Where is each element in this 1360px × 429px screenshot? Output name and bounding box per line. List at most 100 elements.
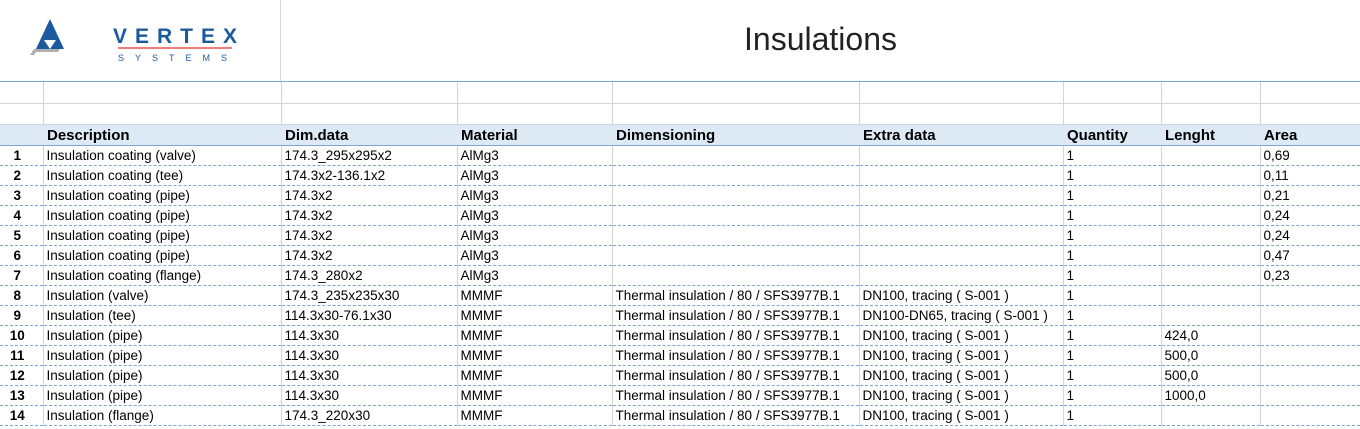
cell-dim-data[interactable]: 174.3_295x295x2: [281, 145, 458, 166]
cell-length[interactable]: [1161, 225, 1261, 246]
cell-description[interactable]: Insulation coating (pipe): [43, 185, 282, 206]
cell-dimensioning[interactable]: Thermal insulation / 80 / SFS3977B.1: [612, 405, 860, 426]
cell-extra-data[interactable]: [859, 265, 1064, 286]
cell-quantity[interactable]: 1: [1063, 365, 1162, 386]
empty-cell[interactable]: [1260, 82, 1360, 104]
cell-dim-data[interactable]: 114.3x30: [281, 345, 458, 366]
cell-dim-data[interactable]: 174.3_280x2: [281, 265, 458, 286]
cell-material[interactable]: AlMg3: [457, 185, 613, 206]
cell-extra-data[interactable]: [859, 245, 1064, 266]
cell-dim-data[interactable]: 174.3x2: [281, 245, 458, 266]
cell-extra-data[interactable]: [859, 185, 1064, 206]
empty-cell[interactable]: [43, 103, 282, 125]
cell-dim-data[interactable]: 174.3_220x30: [281, 405, 458, 426]
cell-row-number[interactable]: 10: [0, 325, 44, 346]
cell-row-number[interactable]: 14: [0, 405, 44, 426]
empty-cell[interactable]: [1063, 82, 1162, 104]
cell-dim-data[interactable]: 114.3x30: [281, 385, 458, 406]
cell-material[interactable]: MMMF: [457, 345, 613, 366]
cell-material[interactable]: MMMF: [457, 325, 613, 346]
empty-cell[interactable]: [859, 103, 1064, 125]
column-header-length[interactable]: Lenght: [1161, 123, 1260, 146]
cell-length[interactable]: [1161, 405, 1261, 426]
cell-dimensioning[interactable]: [612, 145, 860, 166]
column-header-area[interactable]: Area: [1260, 123, 1360, 146]
cell-dimensioning[interactable]: [612, 245, 860, 266]
cell-material[interactable]: AlMg3: [457, 225, 613, 246]
cell-dimensioning[interactable]: [612, 185, 860, 206]
cell-quantity[interactable]: 1: [1063, 185, 1162, 206]
cell-row-number[interactable]: 12: [0, 365, 44, 386]
cell-quantity[interactable]: 1: [1063, 345, 1162, 366]
cell-row-number[interactable]: 2: [0, 165, 44, 186]
cell-quantity[interactable]: 1: [1063, 145, 1162, 166]
cell-dim-data[interactable]: 174.3x2-136.1x2: [281, 165, 458, 186]
cell-description[interactable]: Insulation (flange): [43, 405, 282, 426]
empty-cell[interactable]: [1260, 103, 1360, 125]
cell-dim-data[interactable]: 114.3x30: [281, 325, 458, 346]
cell-extra-data[interactable]: DN100, tracing ( S-001 ): [859, 285, 1064, 306]
cell-length[interactable]: [1161, 285, 1261, 306]
cell-description[interactable]: Insulation coating (pipe): [43, 245, 282, 266]
empty-cell[interactable]: [281, 82, 458, 104]
cell-dimensioning[interactable]: [612, 205, 860, 226]
empty-cell[interactable]: [0, 82, 44, 104]
cell-extra-data[interactable]: DN100, tracing ( S-001 ): [859, 325, 1064, 346]
cell-dim-data[interactable]: 114.3x30: [281, 365, 458, 386]
cell-material[interactable]: AlMg3: [457, 145, 613, 166]
cell-area[interactable]: 0,47: [1260, 245, 1360, 266]
cell-dim-data[interactable]: 174.3x2: [281, 185, 458, 206]
cell-material[interactable]: MMMF: [457, 385, 613, 406]
cell-dim-data[interactable]: 174.3x2: [281, 225, 458, 246]
cell-row-number[interactable]: 13: [0, 385, 44, 406]
cell-dimensioning[interactable]: [612, 265, 860, 286]
cell-area[interactable]: 0,11: [1260, 165, 1360, 186]
cell-material[interactable]: MMMF: [457, 365, 613, 386]
column-header-material[interactable]: Material: [457, 123, 612, 146]
column-header-extra-data[interactable]: Extra data: [859, 123, 1063, 146]
cell-quantity[interactable]: 1: [1063, 305, 1162, 326]
cell-description[interactable]: Insulation (pipe): [43, 325, 282, 346]
cell-length[interactable]: 424,0: [1161, 325, 1261, 346]
cell-area[interactable]: [1260, 365, 1360, 386]
cell-area[interactable]: [1260, 305, 1360, 326]
cell-row-number[interactable]: 7: [0, 265, 44, 286]
empty-cell[interactable]: [1063, 103, 1162, 125]
cell-dimensioning[interactable]: Thermal insulation / 80 / SFS3977B.1: [612, 385, 860, 406]
empty-cell[interactable]: [281, 103, 458, 125]
cell-length[interactable]: [1161, 165, 1261, 186]
empty-cell[interactable]: [1161, 82, 1261, 104]
cell-row-number[interactable]: 3: [0, 185, 44, 206]
cell-description[interactable]: Insulation (pipe): [43, 365, 282, 386]
cell-row-number[interactable]: 1: [0, 145, 44, 166]
empty-cell[interactable]: [612, 82, 860, 104]
cell-material[interactable]: MMMF: [457, 305, 613, 326]
cell-quantity[interactable]: 1: [1063, 385, 1162, 406]
column-header-dimensioning[interactable]: Dimensioning: [612, 123, 859, 146]
cell-extra-data[interactable]: DN100-DN65, tracing ( S-001 ): [859, 305, 1064, 326]
cell-length[interactable]: [1161, 205, 1261, 226]
cell-extra-data[interactable]: [859, 205, 1064, 226]
empty-cell[interactable]: [1161, 103, 1261, 125]
cell-dimensioning[interactable]: [612, 165, 860, 186]
cell-material[interactable]: AlMg3: [457, 165, 613, 186]
cell-area[interactable]: 0,24: [1260, 225, 1360, 246]
cell-dim-data[interactable]: 174.3x2: [281, 205, 458, 226]
column-header-dim-data[interactable]: Dim.data: [281, 123, 457, 146]
cell-extra-data[interactable]: DN100, tracing ( S-001 ): [859, 385, 1064, 406]
empty-cell[interactable]: [457, 82, 613, 104]
cell-material[interactable]: MMMF: [457, 285, 613, 306]
cell-material[interactable]: AlMg3: [457, 265, 613, 286]
cell-length[interactable]: [1161, 145, 1261, 166]
cell-extra-data[interactable]: DN100, tracing ( S-001 ): [859, 345, 1064, 366]
cell-quantity[interactable]: 1: [1063, 225, 1162, 246]
column-header-description[interactable]: Description: [43, 123, 281, 146]
cell-dim-data[interactable]: 114.3x30-76.1x30: [281, 305, 458, 326]
cell-description[interactable]: Insulation (tee): [43, 305, 282, 326]
cell-quantity[interactable]: 1: [1063, 265, 1162, 286]
cell-dimensioning[interactable]: Thermal insulation / 80 / SFS3977B.1: [612, 365, 860, 386]
cell-dimensioning[interactable]: Thermal insulation / 80 / SFS3977B.1: [612, 305, 860, 326]
cell-material[interactable]: MMMF: [457, 405, 613, 426]
cell-length[interactable]: [1161, 245, 1261, 266]
cell-area[interactable]: 0,23: [1260, 265, 1360, 286]
